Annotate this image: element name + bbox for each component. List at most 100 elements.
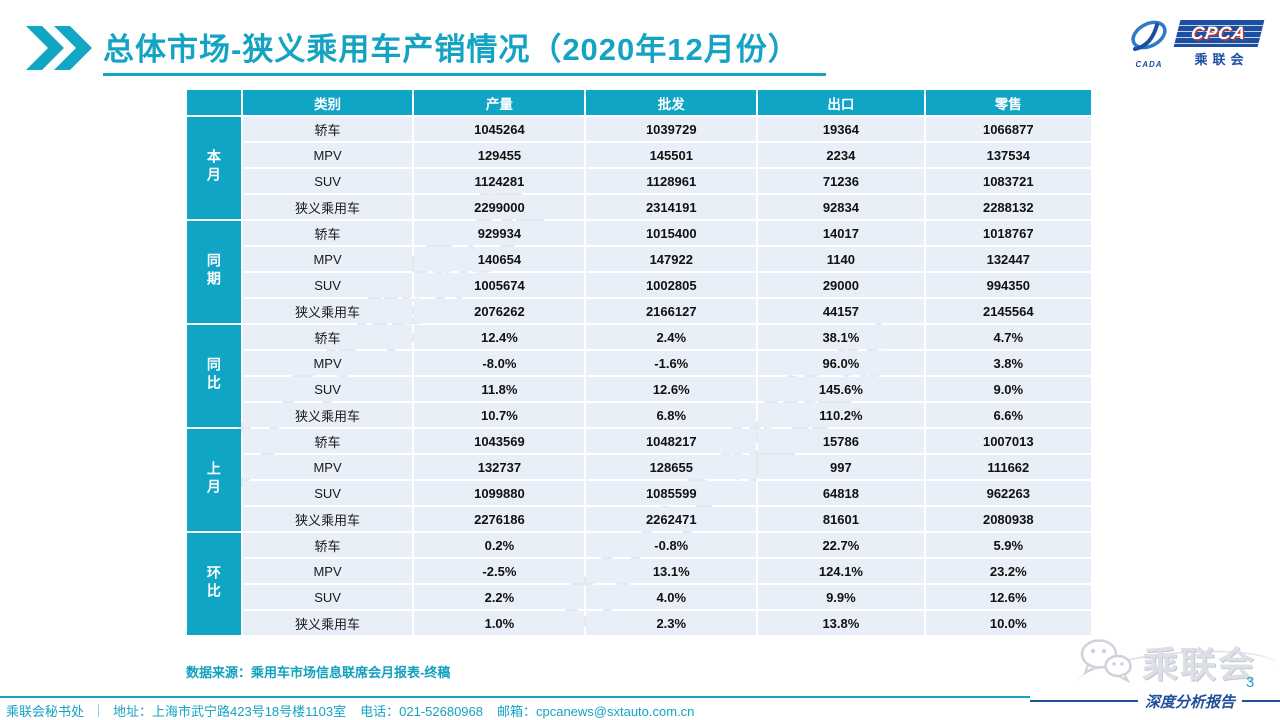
footer-separator xyxy=(98,704,100,717)
category-cell: SUV xyxy=(242,273,413,297)
page-title: 总体市场-狭义乘用车产销情况（2020年12月份） xyxy=(103,24,826,76)
wechat-icon xyxy=(1078,637,1134,688)
value-cell: 23.2% xyxy=(925,559,1091,583)
value-cell: 997 xyxy=(758,455,924,479)
table-row: 本月 轿车 1045264 1039729 19364 1066877 xyxy=(187,117,1091,219)
report-type-label: 深度分析报告 xyxy=(1144,692,1235,711)
table-row: 狭义乘用车 2276186 2262471 81601 2080938 xyxy=(187,507,1091,531)
row-group-label: 同比 xyxy=(187,325,241,427)
value-cell: 147922 xyxy=(586,247,757,271)
value-cell: 11.8% xyxy=(414,377,585,401)
table-row: MPV 140654 147922 1140 132447 xyxy=(187,247,1091,271)
value-cell: 2288132 xyxy=(925,195,1091,219)
wechat-brand: 乘联会 xyxy=(1078,636,1256,688)
value-cell: 0.2% xyxy=(414,533,585,557)
value-cell: 1.0% xyxy=(414,611,585,635)
ribbon-line xyxy=(1030,700,1138,702)
table-row: MPV -8.0% -1.6% 96.0% 3.8% xyxy=(187,351,1091,375)
category-cell: MPV xyxy=(242,455,413,479)
category-cell: 狭义乘用车 xyxy=(242,299,413,323)
value-cell: 1140 xyxy=(758,247,924,271)
value-cell: 111662 xyxy=(925,455,1091,479)
category-cell: 轿车 xyxy=(242,325,413,349)
value-cell: 6.6% xyxy=(925,403,1091,427)
value-cell: 4.7% xyxy=(925,325,1091,349)
value-cell: 2299000 xyxy=(414,195,585,219)
table-row: MPV 132737 128655 997 111662 xyxy=(187,455,1091,479)
column-header: 零售 xyxy=(925,90,1091,115)
value-cell: 1043569 xyxy=(414,429,585,453)
ribbon-line xyxy=(1242,700,1280,702)
category-cell: 轿车 xyxy=(242,221,413,245)
data-table: 类别 产量 批发 出口 零售 本月 轿车 1045264 1039729 19364 1066877… xyxy=(185,88,1093,637)
cpca-logo: CADA CPCA 乘联会 xyxy=(1126,18,1265,69)
value-cell: 81601 xyxy=(758,507,924,531)
value-cell: 2.2% xyxy=(414,585,585,609)
value-cell: -1.6% xyxy=(586,351,757,375)
footer-divider-line xyxy=(0,696,1280,698)
value-cell: 1015400 xyxy=(586,221,757,245)
value-cell: -8.0% xyxy=(414,351,585,375)
value-cell: 92834 xyxy=(758,195,924,219)
table-row: 同期 轿车 929934 1015400 14017 1018767 xyxy=(187,221,1091,323)
value-cell: 145501 xyxy=(586,143,757,167)
value-cell: 2166127 xyxy=(586,299,757,323)
table-row: 狭义乘用车 10.7% 6.8% 110.2% 6.6% xyxy=(187,403,1091,427)
table-row: 狭义乘用车 1.0% 2.3% 13.8% 10.0% xyxy=(187,611,1091,635)
value-cell: 6.8% xyxy=(586,403,757,427)
value-cell: 29000 xyxy=(758,273,924,297)
category-cell: MPV xyxy=(242,559,413,583)
value-cell: 12.6% xyxy=(925,585,1091,609)
value-cell: 129455 xyxy=(414,143,585,167)
value-cell: 2145564 xyxy=(925,299,1091,323)
value-cell: 1085599 xyxy=(586,481,757,505)
double-chevron-icon xyxy=(26,26,92,75)
value-cell: 2.3% xyxy=(586,611,757,635)
value-cell: 124.1% xyxy=(758,559,924,583)
value-cell: 132737 xyxy=(414,455,585,479)
category-cell: 狭义乘用车 xyxy=(242,195,413,219)
row-group-label: 上月 xyxy=(187,429,241,531)
category-cell: MPV xyxy=(242,247,413,271)
value-cell: 994350 xyxy=(925,273,1091,297)
category-cell: 狭义乘用车 xyxy=(242,611,413,635)
category-cell: 轿车 xyxy=(242,533,413,557)
table-row: 狭义乘用车 2076262 2166127 44157 2145564 xyxy=(187,299,1091,323)
value-cell: -2.5% xyxy=(414,559,585,583)
table-row: SUV 1005674 1002805 29000 994350 xyxy=(187,273,1091,297)
value-cell: 13.8% xyxy=(758,611,924,635)
category-cell: MPV xyxy=(242,351,413,375)
value-cell: 14017 xyxy=(758,221,924,245)
category-cell: SUV xyxy=(242,377,413,401)
header-row: 类别 产量 批发 出口 零售 xyxy=(187,90,1091,115)
category-cell: 轿车 xyxy=(242,429,413,453)
table-row: 同比 轿车 12.4% 2.4% 38.1% 4.7% xyxy=(187,325,1091,427)
value-cell: 19364 xyxy=(758,117,924,141)
value-cell: 145.6% xyxy=(758,377,924,401)
corner-cell xyxy=(187,90,241,115)
table-row: MPV 129455 145501 2234 137534 xyxy=(187,143,1091,167)
value-cell: 10.7% xyxy=(414,403,585,427)
row-group-label: 本月 xyxy=(187,117,241,219)
cpca-cn-label: 乘联会 xyxy=(1194,51,1249,67)
value-cell: 128655 xyxy=(586,455,757,479)
value-cell: 15786 xyxy=(758,429,924,453)
wechat-brand-label: 乘联会 xyxy=(1142,644,1257,685)
value-cell: 132447 xyxy=(925,247,1091,271)
value-cell: 71236 xyxy=(758,169,924,193)
value-cell: 2314191 xyxy=(586,195,757,219)
value-cell: 137534 xyxy=(925,143,1091,167)
footer-phone: 电话：021-52680968 xyxy=(360,704,483,719)
footer: 乘联会秘书处 地址：上海市武宁路423号18号楼1103室 电话：021-526… xyxy=(6,701,694,720)
page-number: 3 xyxy=(1246,674,1255,691)
category-cell: 狭义乘用车 xyxy=(242,403,413,427)
column-header: 产量 xyxy=(414,90,585,115)
table-row: 环比 轿车 0.2% -0.8% 22.7% 5.9% xyxy=(187,533,1091,635)
value-cell: 929934 xyxy=(414,221,585,245)
value-cell: 1066877 xyxy=(925,117,1091,141)
table-row: SUV 1124281 1128961 71236 1083721 xyxy=(187,169,1091,193)
category-cell: 轿车 xyxy=(242,117,413,141)
footer-address: 地址：上海市武宁路423号18号楼1103室 xyxy=(113,704,347,719)
table-row: SUV 11.8% 12.6% 145.6% 9.0% xyxy=(187,377,1091,401)
category-cell: SUV xyxy=(242,585,413,609)
